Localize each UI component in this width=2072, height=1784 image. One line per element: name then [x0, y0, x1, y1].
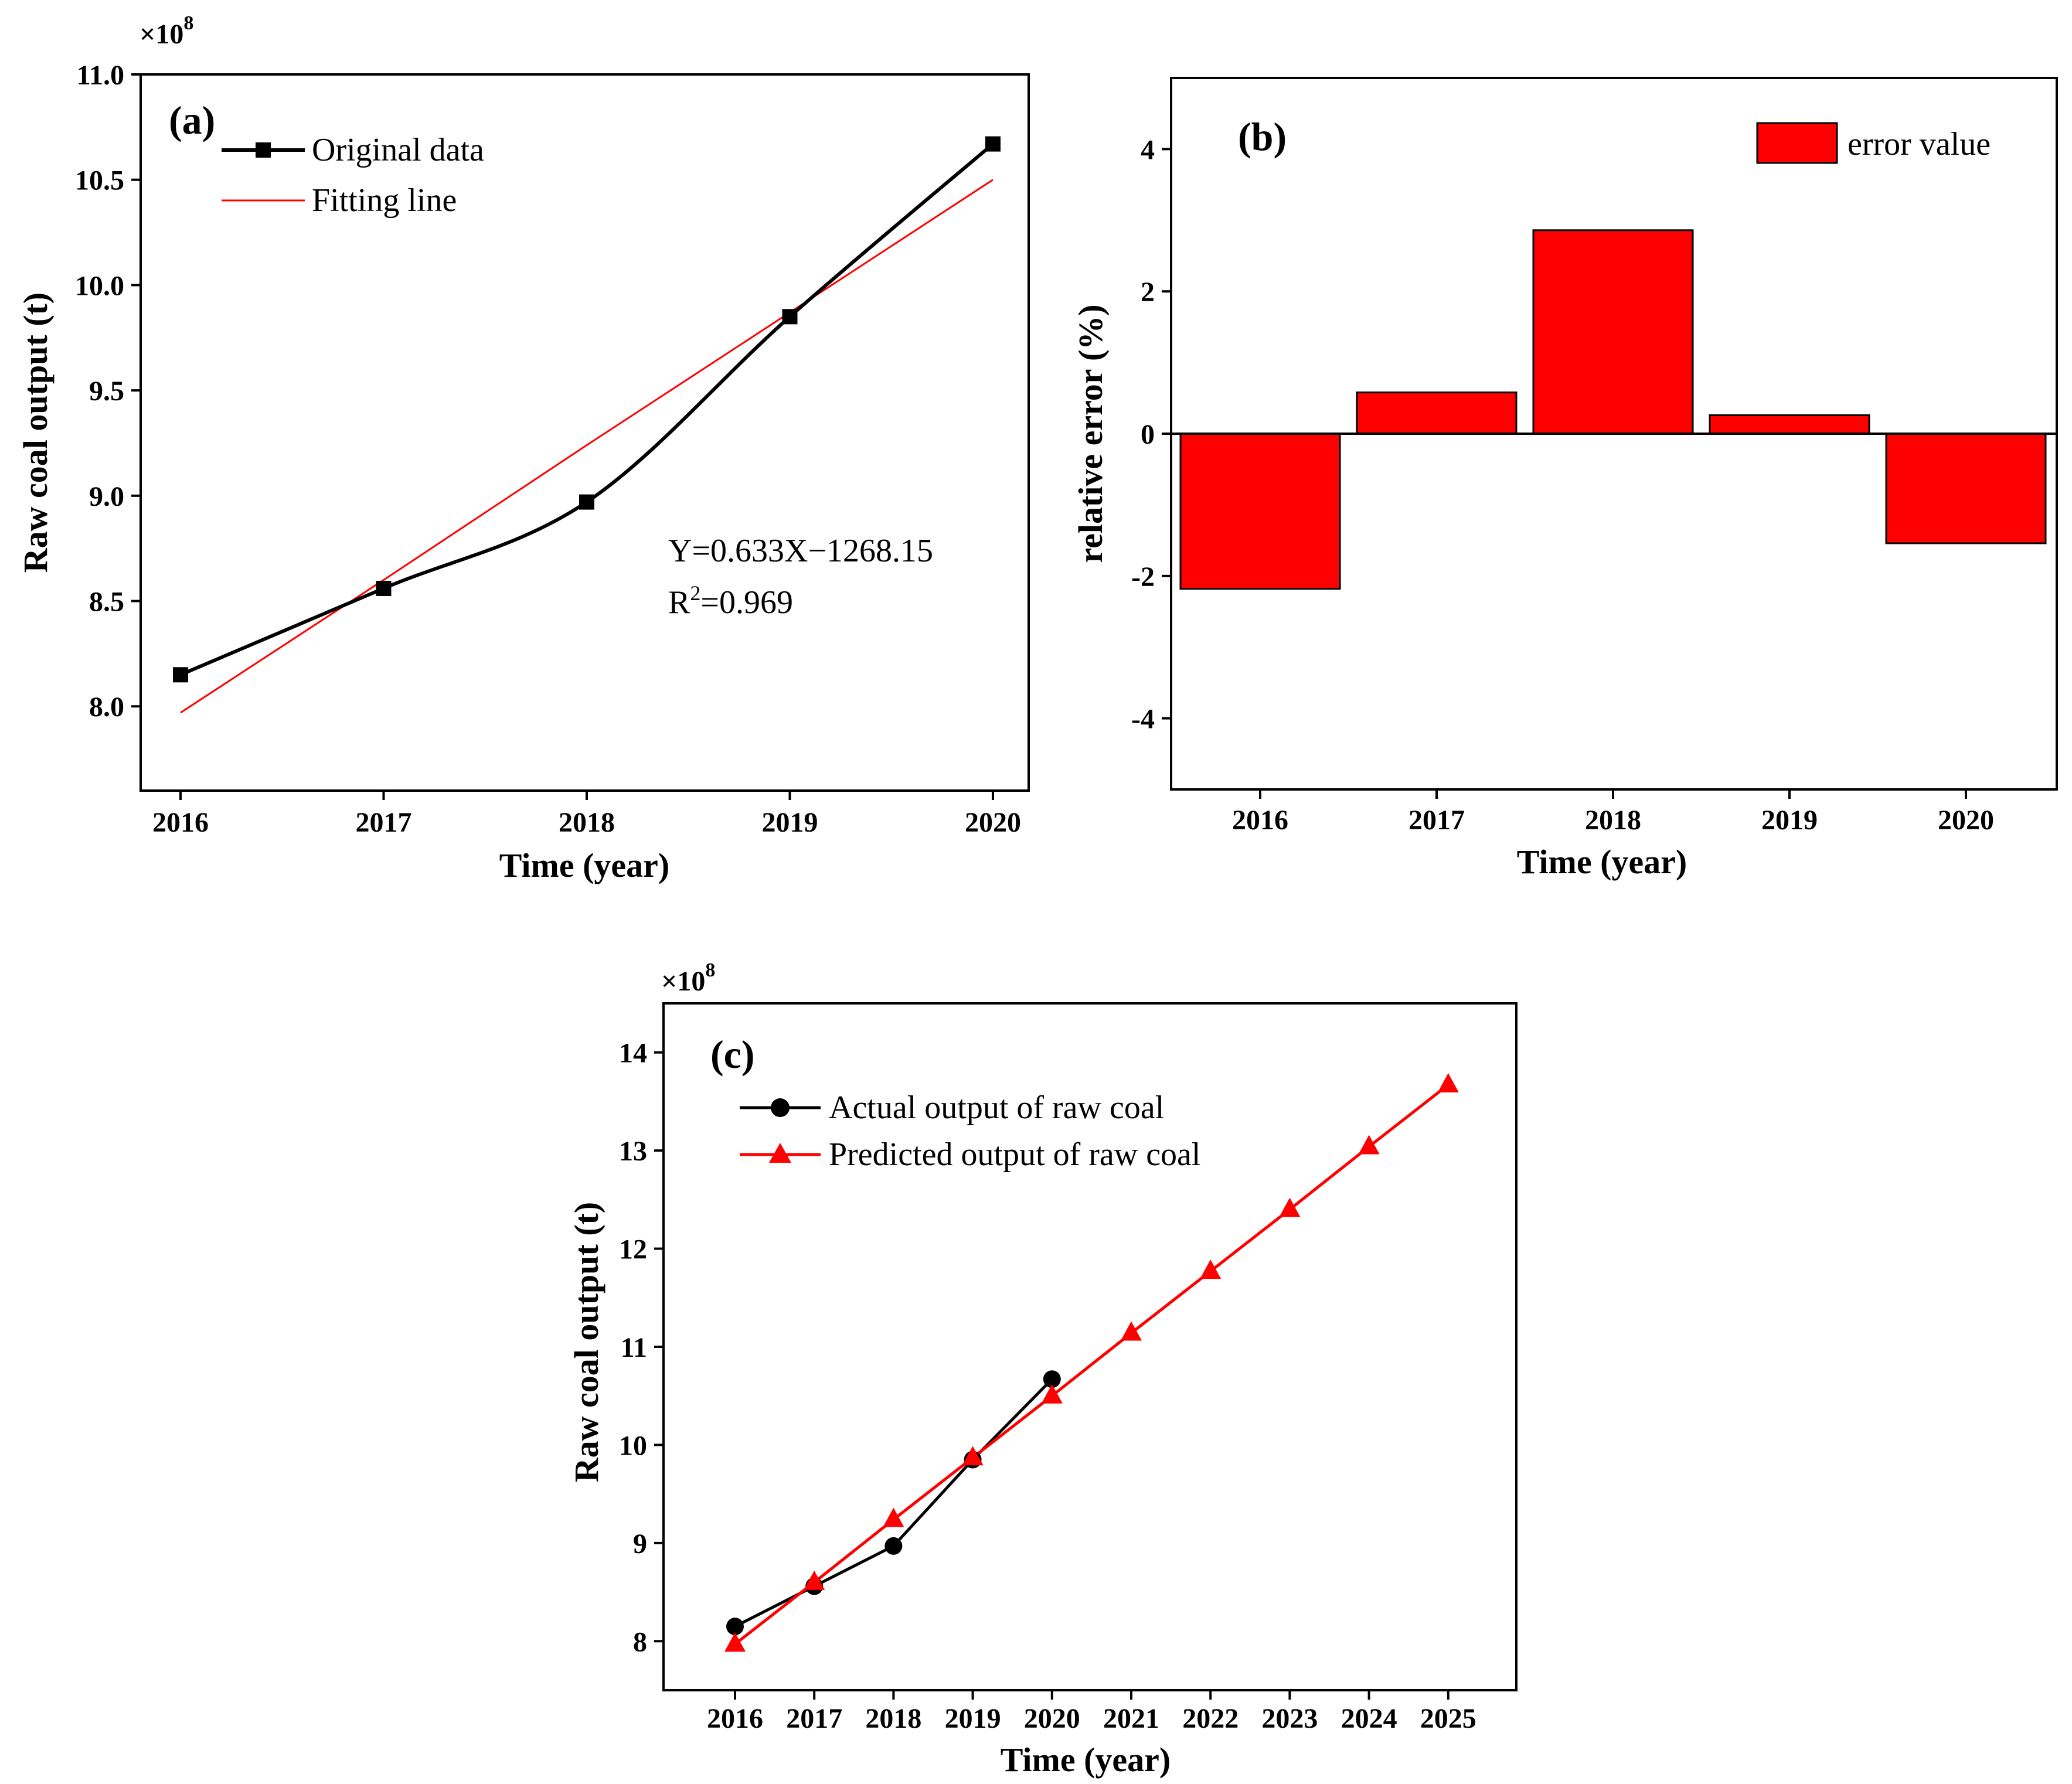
panel-c-xtick-label: 2022	[1182, 1703, 1239, 1734]
panel-b-ytick-label: -4	[1131, 704, 1155, 735]
panel-b-ylabel: relative error (%)	[1071, 304, 1110, 563]
predicted-output-line	[734, 1083, 1450, 1646]
panel-b-xtick-label: 2020	[1938, 805, 1994, 836]
error-bar	[1356, 391, 1518, 435]
panel-b-xtick-label: 2016	[1232, 805, 1288, 836]
panel-c-xtick-label: 2021	[1103, 1703, 1159, 1734]
panel-b-ytick-label: 0	[1141, 419, 1155, 450]
panel-c-ytick-label: 8	[633, 1626, 647, 1657]
panel-c-ytick-label: 10	[619, 1430, 647, 1461]
panel-b-xtick-label: 2019	[1761, 805, 1818, 836]
panel-a-ytick-label: 9.5	[89, 376, 124, 407]
panel-c-xtick-label: 2017	[786, 1703, 842, 1734]
predicted-output-point	[1279, 1197, 1301, 1217]
original-data-point	[173, 667, 188, 683]
error-bar	[1532, 229, 1694, 435]
error-bar	[1179, 433, 1341, 590]
panel-a-ytick-label: 9.0	[89, 481, 124, 512]
predicted-output-point	[804, 1570, 825, 1590]
legend-error-value-swatch	[1756, 122, 1838, 164]
original-data-point	[579, 494, 594, 510]
panel-a-xtick-label: 2016	[152, 807, 209, 838]
fitting-line	[180, 179, 994, 714]
original-data-line	[179, 142, 994, 677]
panel-b-xtick-label: 2017	[1408, 805, 1465, 836]
panel-c-ytick-label: 11	[621, 1332, 647, 1363]
original-data-point	[376, 580, 392, 596]
panel-b-ytick-label: 4	[1141, 134, 1155, 165]
panel-a-ylabel: Raw coal output (t)	[16, 292, 55, 573]
panel-a-ytick-label: 8.0	[89, 692, 124, 723]
predicted-output-point	[1041, 1384, 1063, 1404]
panel-b-xtick-label: 2018	[1585, 805, 1641, 836]
predicted-output-point	[962, 1446, 984, 1466]
actual-output-point	[726, 1618, 744, 1636]
predicted-output-point	[724, 1632, 746, 1652]
panel-c-ylabel: Raw coal output (t)	[567, 1202, 605, 1482]
panel-c-xlabel: Time (year)	[1001, 1741, 1171, 1779]
panel-c-ytick-label: 9	[633, 1528, 647, 1560]
predicted-output-point	[1121, 1321, 1142, 1341]
panel-c-ytick-label: 14	[619, 1038, 647, 1069]
legend-predicted-output-marker	[769, 1143, 791, 1163]
predicted-output-point	[1200, 1259, 1222, 1279]
legend-error-value-label: error value	[1848, 126, 1991, 162]
predicted-output-point	[883, 1507, 904, 1527]
panel-a-ytick-label: 11.0	[77, 60, 124, 91]
legend-predicted-output-label: Predicted output of raw coal	[829, 1136, 1200, 1173]
panel-a-label: (a)	[169, 98, 215, 142]
panel-a-ytick-label: 10.5	[75, 165, 124, 196]
panel-a-xtick-label: 2017	[356, 807, 412, 838]
legend-original-data-marker	[256, 142, 271, 158]
predicted-output-point	[1437, 1073, 1459, 1092]
legend-actual-output-marker	[771, 1098, 790, 1117]
legend-fitting-line-label: Fitting line	[312, 182, 457, 219]
panel-c-xtick-label: 2016	[707, 1703, 763, 1734]
panel-a-ytick-label: 10.0	[75, 270, 124, 301]
panel-c-xtick-label: 2019	[945, 1703, 1001, 1734]
panel-c-label: (c)	[710, 1032, 754, 1077]
panel-b-label: (b)	[1238, 114, 1287, 159]
panel-a-ytick-label: 8.5	[89, 587, 124, 618]
panel-a-xtick-label: 2018	[559, 807, 615, 838]
panel-a-xtick-label: 2019	[762, 807, 818, 838]
panel-c-xtick-label: 2018	[865, 1703, 921, 1734]
equation-annotation: Y=0.633X−1268.15	[668, 533, 933, 569]
panel-a-frame	[140, 73, 1030, 792]
predicted-output-point	[1358, 1135, 1380, 1155]
panel-c-multiplier: ×108	[661, 959, 715, 997]
r-squared-annotation: R2=0.969	[668, 581, 793, 621]
original-data-point	[985, 136, 1001, 152]
panel-c-xtick-label: 2024	[1341, 1703, 1397, 1734]
panel-c-xtick-label: 2023	[1261, 1703, 1318, 1734]
panel-b-ytick-label: 2	[1141, 277, 1155, 308]
error-bar	[1709, 414, 1870, 435]
panel-a-xtick-label: 2020	[965, 807, 1021, 838]
panel-b-xlabel: Time (year)	[1517, 843, 1687, 881]
panel-c-xtick-label: 2025	[1420, 1703, 1476, 1734]
panel-a-multiplier: ×108	[140, 12, 193, 50]
original-data-point	[782, 309, 798, 325]
legend-actual-output-label: Actual output of raw coal	[829, 1090, 1164, 1126]
panel-c-ytick-label: 12	[619, 1234, 647, 1265]
error-bar	[1885, 433, 2047, 544]
legend-original-data-label: Original data	[312, 132, 484, 168]
panel-c-ytick-label: 13	[619, 1136, 647, 1167]
panel-b-ytick-label: -2	[1131, 561, 1155, 593]
panel-a-xlabel: Time (year)	[499, 846, 669, 884]
actual-output-point	[884, 1537, 903, 1555]
panel-c-xtick-label: 2020	[1024, 1703, 1080, 1734]
actual-output-line	[734, 1378, 1053, 1628]
actual-output-point	[1043, 1370, 1061, 1388]
